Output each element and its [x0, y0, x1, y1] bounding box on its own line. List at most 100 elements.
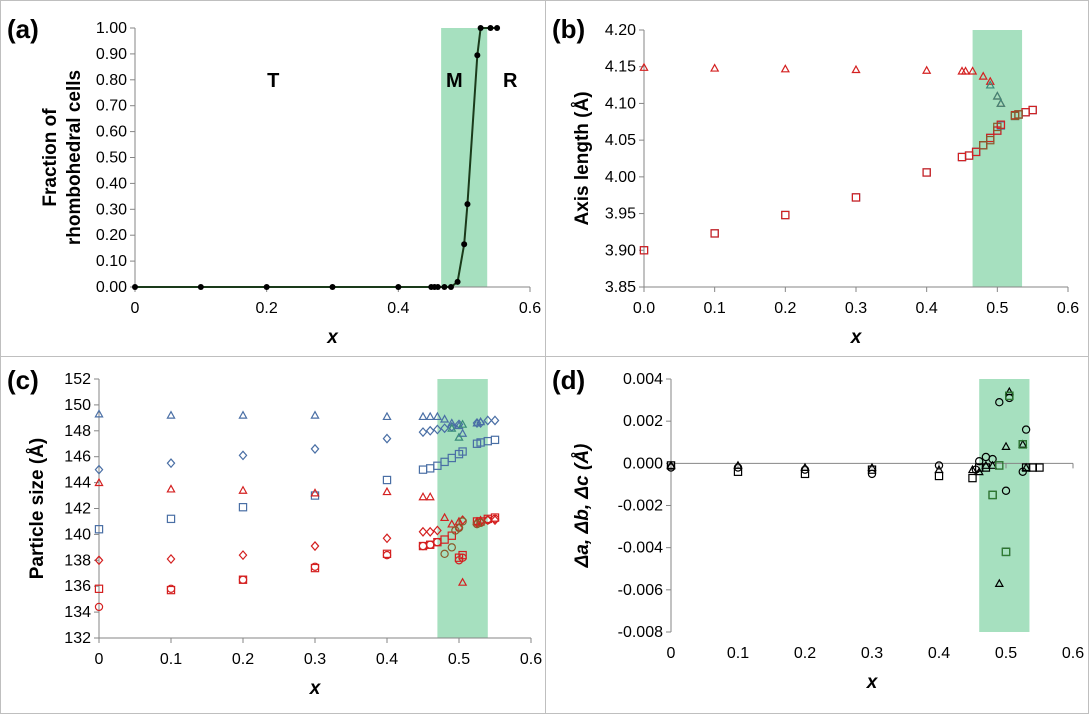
y-tick-label: 136 [64, 578, 91, 595]
data-point [382, 486, 392, 496]
y-tick-label: 4.15 [605, 59, 636, 76]
data-point [432, 411, 443, 421]
x-tick-label: 0.2 [256, 300, 278, 317]
data-point [472, 519, 482, 529]
data-point [994, 578, 1004, 587]
data-point [851, 193, 861, 202]
data-point [310, 541, 320, 552]
data-point [985, 80, 995, 89]
y-tick-label: 134 [64, 604, 91, 621]
data-point [382, 550, 392, 560]
y-tick-label: 0.60 [96, 124, 127, 141]
data-point [780, 64, 790, 73]
data-point [472, 418, 482, 429]
x-tick-label: 0.3 [304, 651, 326, 668]
panel-label: (a) [7, 14, 39, 44]
data-point [263, 284, 270, 290]
y-tick-label: 3.90 [605, 242, 636, 259]
data-point [1028, 105, 1037, 115]
data-point [426, 540, 435, 549]
data-point [964, 151, 974, 160]
data-point [382, 433, 392, 444]
y-tick-label: 4.05 [605, 132, 636, 149]
y-tick-label: 1.00 [96, 20, 127, 37]
data-point [477, 25, 484, 31]
data-point [490, 435, 500, 445]
panel-c: 132 134 136 138 140 142 144 146 148 150 152 0 0.1 0.2… [0, 356, 546, 714]
data-point [310, 410, 320, 419]
y-axis-label: Δa, Δb, Δc (Å) [572, 444, 593, 569]
x-tick-label: 0.5 [448, 651, 470, 668]
panel-a: 0.00 0.10 0.20 0.30 0.40 0.50 0.60 0.70 0.80 0.90… [0, 0, 546, 357]
series-Δc [666, 386, 1031, 587]
data-point [448, 284, 454, 290]
y-tick-label: 140 [64, 526, 91, 543]
data-point [733, 460, 743, 469]
data-point [425, 526, 435, 537]
data-point [461, 241, 468, 248]
data-point [988, 490, 997, 500]
data-point [166, 584, 176, 593]
data-point [439, 512, 450, 522]
x-tick-label: 0.1 [727, 645, 749, 662]
data-point [974, 466, 984, 476]
y-tick-label: 0.004 [623, 371, 663, 388]
data-point [166, 514, 176, 524]
data-point [458, 553, 467, 562]
data-point [382, 475, 392, 485]
x-tick-label: 0.4 [376, 651, 398, 668]
region-label-r: R [503, 70, 518, 92]
data-point [967, 464, 978, 474]
data-point [94, 602, 104, 612]
data-point [418, 526, 428, 537]
data-point [639, 62, 649, 71]
data-point [94, 555, 104, 566]
x-tick-label: 0.4 [387, 300, 409, 317]
region-label-t: T [267, 70, 279, 92]
x-tick-label: 0.4 [916, 300, 938, 317]
data-point [447, 543, 456, 552]
x-axis-label: x [866, 672, 879, 693]
data-point [457, 428, 468, 437]
data-point [197, 284, 204, 290]
y-tick-label: 142 [64, 501, 91, 518]
data-point [483, 415, 493, 426]
data-point [454, 523, 464, 533]
data-point [418, 541, 428, 551]
x-tick-label: 0.3 [845, 300, 867, 317]
data-point [710, 229, 719, 238]
series-c2 [985, 80, 1006, 107]
data-point [474, 52, 481, 59]
data-point [981, 460, 991, 469]
data-point [934, 471, 944, 481]
data-point [440, 549, 449, 559]
data-point [867, 469, 877, 479]
data-point [987, 460, 998, 469]
data-point [781, 210, 790, 220]
x-axis-label: x [850, 327, 863, 348]
y-tick-label: 0.000 [623, 455, 663, 472]
y-tick-label: 0.00 [96, 279, 127, 296]
x-tick-label: 0 [95, 651, 104, 668]
data-point [238, 485, 248, 494]
data-point [960, 66, 971, 75]
data-point [433, 537, 442, 547]
y-tick-label: 3.85 [605, 279, 636, 296]
data-point [1018, 440, 1027, 449]
panel-label: (c) [7, 365, 39, 395]
y-tick-label: 144 [64, 475, 91, 492]
data-point [166, 410, 176, 419]
data-point [968, 473, 977, 483]
data-point [238, 575, 248, 584]
data-point [995, 397, 1004, 407]
panel-d: -0.008 -0.006 -0.004 -0.002 0.000 0.002 0.004 0… [545, 356, 1089, 714]
x-tick-label: 0 [131, 300, 140, 317]
data-point [934, 464, 944, 474]
data-point [985, 76, 995, 85]
phase-region-shade [979, 379, 1030, 632]
data-point [94, 584, 104, 593]
phase-region-shade [972, 30, 1023, 287]
chart-d: -0.008 -0.006 -0.004 -0.002 0.000 0.002 0.004 0… [552, 365, 1084, 693]
y-tick-label: 132 [64, 630, 91, 647]
data-point [476, 418, 485, 429]
